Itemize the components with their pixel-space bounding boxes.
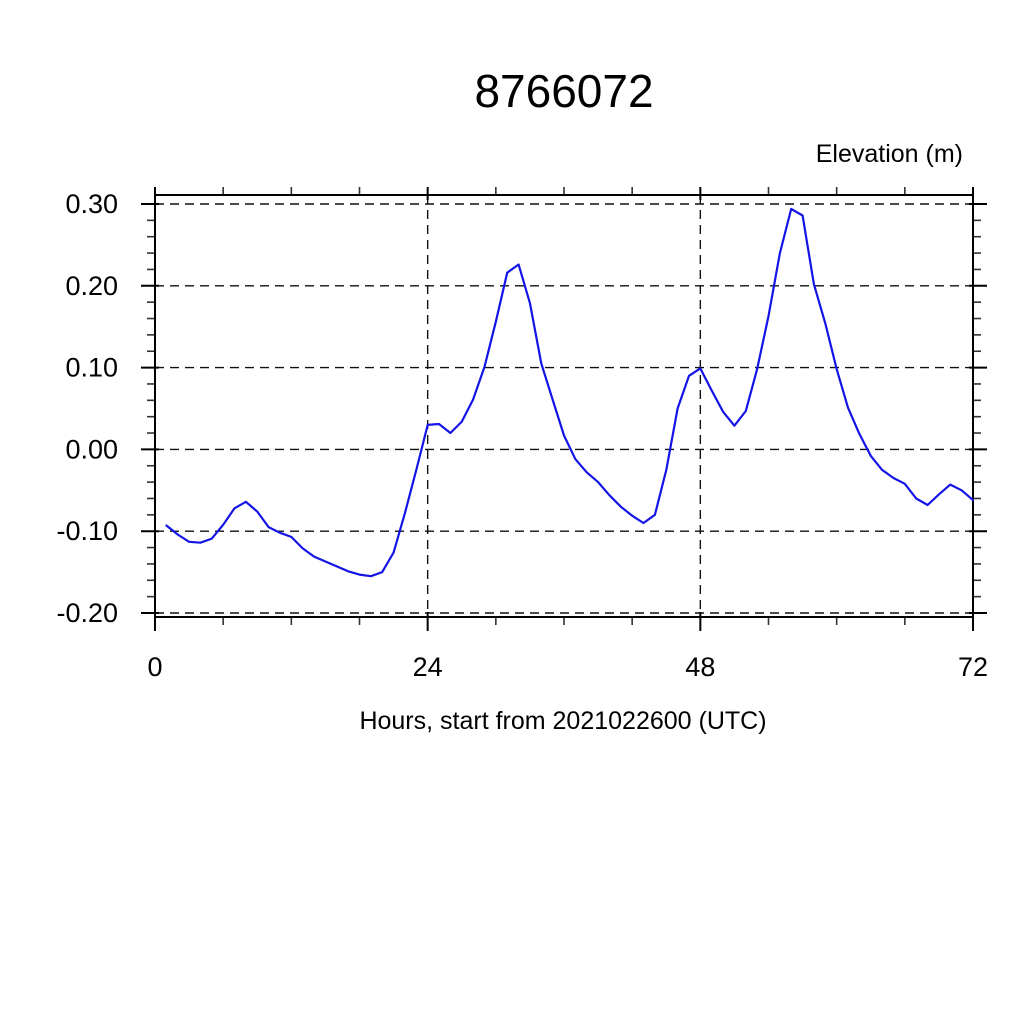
x-tick-label: 72 bbox=[958, 652, 988, 682]
y-tick-label: 0.30 bbox=[65, 189, 118, 219]
elevation-line bbox=[165, 207, 975, 578]
y-tick-label: 0.20 bbox=[65, 271, 118, 301]
x-tick-label: 48 bbox=[685, 652, 715, 682]
x-axis-label: Hours, start from 2021022600 (UTC) bbox=[359, 707, 766, 735]
x-tick-label: 0 bbox=[147, 652, 162, 682]
y-axis-title: Elevation (m) bbox=[816, 140, 963, 168]
y-tick-label: 0.00 bbox=[65, 434, 118, 464]
x-tick-label: 24 bbox=[413, 652, 443, 682]
y-tick-label: -0.20 bbox=[56, 598, 118, 628]
chart-title: 8766072 bbox=[474, 65, 653, 117]
axis-frame bbox=[154, 194, 974, 618]
plot-area: 0 24 48 72 0.30 0.20 0.10 0.00 -0.10 -0.20 bbox=[56, 187, 988, 682]
y-tick-label: 0.10 bbox=[65, 353, 118, 383]
y-tick-label: -0.10 bbox=[56, 516, 118, 546]
